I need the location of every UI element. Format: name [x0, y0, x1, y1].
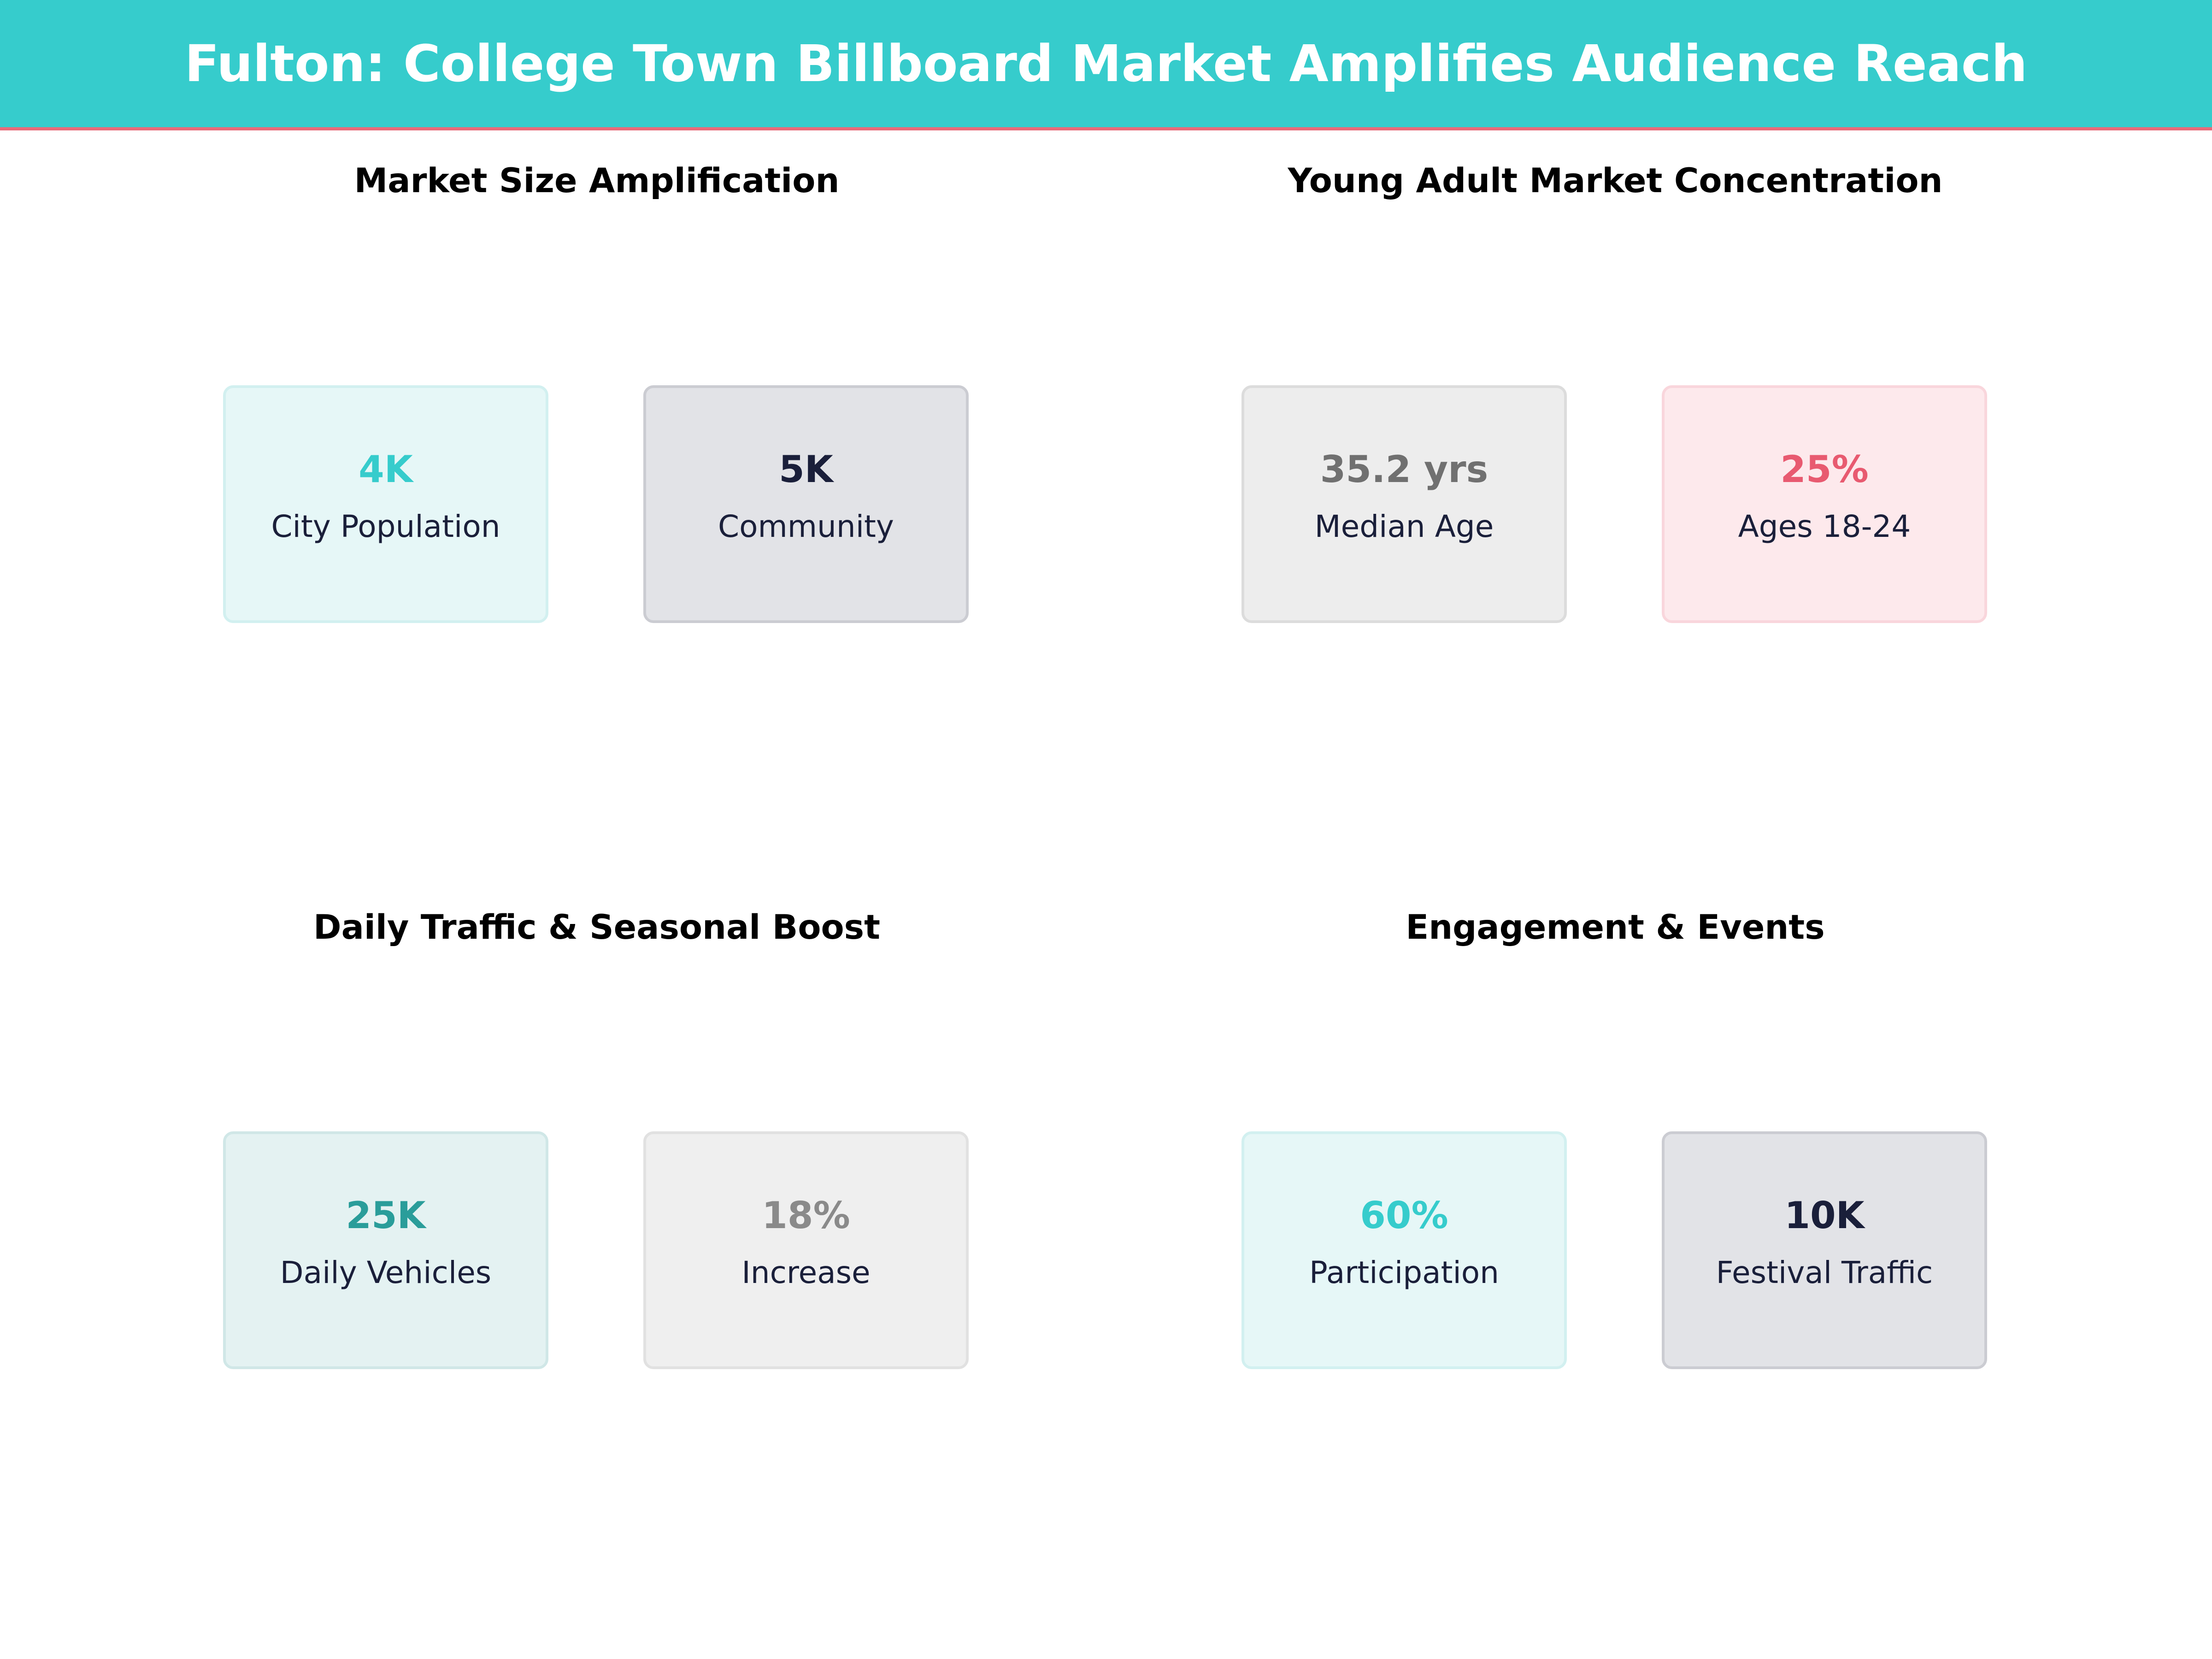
metric-label: Participation	[1309, 1255, 1500, 1290]
metric-label: Median Age	[1314, 509, 1494, 544]
metric-label: Daily Vehicles	[280, 1255, 492, 1290]
metric-card: 10K Festival Traffic	[1662, 1131, 1987, 1369]
metric-card: 25K Daily Vehicles	[223, 1131, 548, 1369]
metric-value: 10K	[1784, 1194, 1865, 1237]
header-bar: Fulton: College Town Billboard Market Am…	[0, 0, 2212, 130]
metric-value: 25K	[346, 1194, 426, 1237]
section-title: Engagement & Events	[1406, 908, 1825, 947]
section-title: Young Adult Market Concentration	[1288, 161, 1943, 200]
metric-value: 4K	[359, 448, 413, 491]
metric-card: 60% Participation	[1241, 1131, 1567, 1369]
metric-card: 18% Increase	[643, 1131, 969, 1369]
metric-card: 35.2 yrs Median Age	[1241, 385, 1567, 623]
metric-label: Ages 18-24	[1738, 509, 1911, 544]
metric-value: 5K	[779, 448, 833, 491]
metric-value: 25%	[1780, 448, 1869, 491]
section-title: Market Size Amplification	[354, 161, 840, 200]
metric-label: Festival Traffic	[1716, 1255, 1933, 1290]
metric-value: 18%	[762, 1194, 850, 1237]
metric-card: 25% Ages 18-24	[1662, 385, 1987, 623]
metric-value: 60%	[1360, 1194, 1448, 1237]
metric-value: 35.2 yrs	[1320, 448, 1488, 491]
metric-label: City Population	[271, 509, 500, 544]
page-title: Fulton: College Town Billboard Market Am…	[184, 34, 2028, 93]
metric-card: 5K Community	[643, 385, 969, 623]
metric-label: Increase	[741, 1255, 871, 1290]
metric-label: Community	[718, 509, 894, 544]
metric-card: 4K City Population	[223, 385, 548, 623]
section-title: Daily Traffic & Seasonal Boost	[313, 908, 881, 947]
